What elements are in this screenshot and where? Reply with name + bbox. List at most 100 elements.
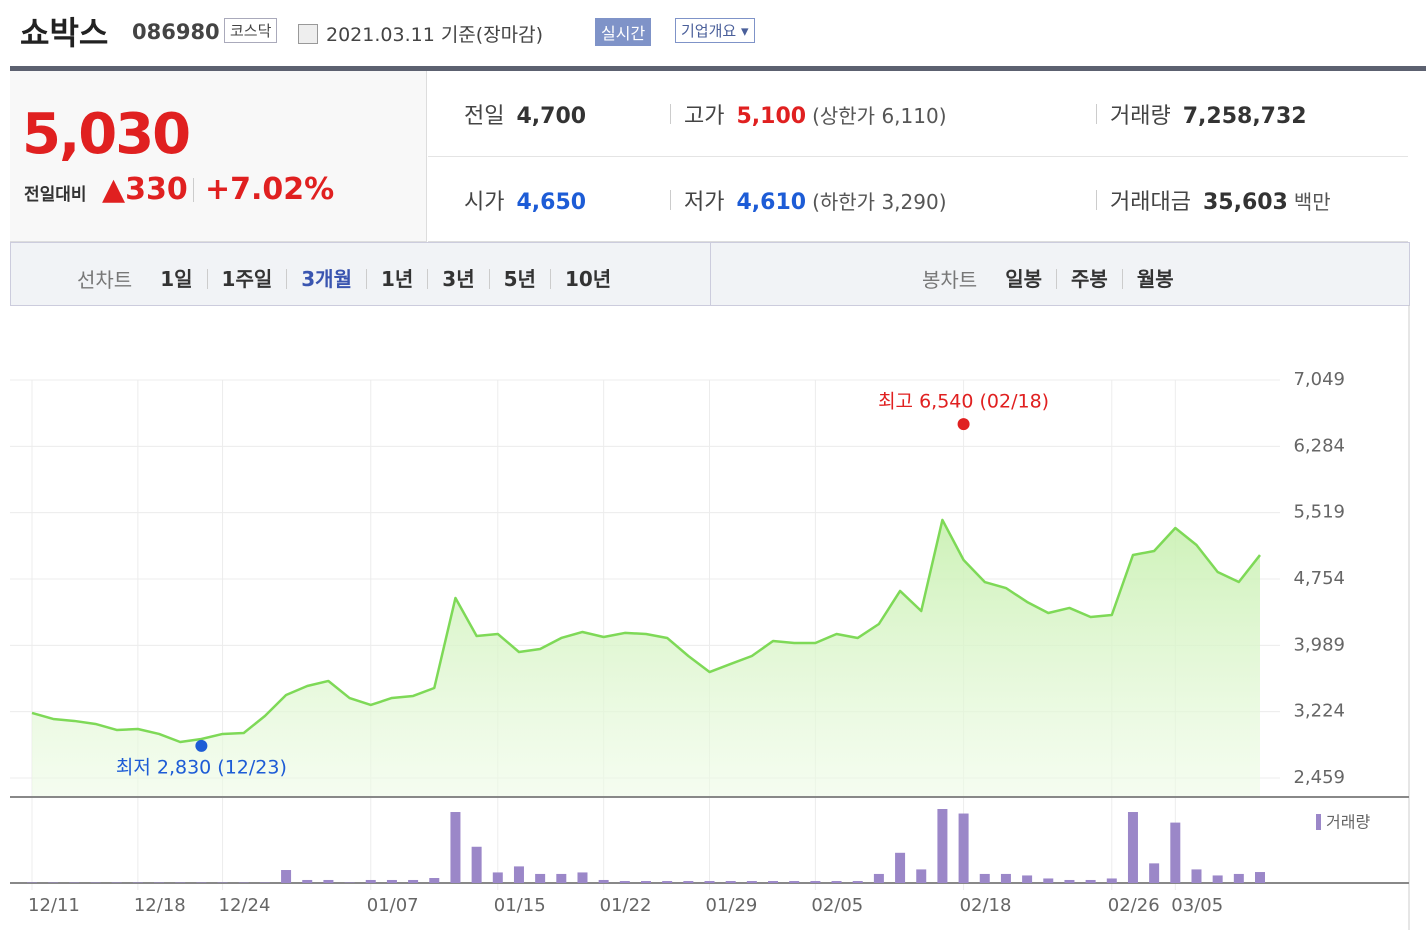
stat: 저가 4,610 (하한가 3,290) <box>684 184 947 216</box>
stat-label: 거래량 <box>1110 104 1171 129</box>
x-tick-label: 01/07 <box>367 895 419 916</box>
volume-bar <box>895 852 906 883</box>
volume-bar <box>323 879 334 883</box>
stat-value: 4,700 <box>516 104 587 129</box>
y-tick-label: 2,459 <box>1293 767 1345 788</box>
y-tick-label: 3,989 <box>1293 634 1345 655</box>
tab[interactable]: 10년 <box>564 266 612 291</box>
volume-bar <box>1233 873 1244 883</box>
stock-name: 쇼박스 <box>20 14 109 52</box>
volume-bar <box>429 878 440 883</box>
tab[interactable]: 월봉 <box>1136 266 1174 291</box>
volume-bar <box>556 873 567 883</box>
tab[interactable]: 1일 <box>146 268 208 289</box>
candle-tabs: 봉차트 일봉 주봉 월봉 <box>922 264 1188 293</box>
stat-divider <box>1096 104 1097 124</box>
volume-bar <box>979 873 990 883</box>
volume-bar <box>386 879 397 883</box>
volume-bar <box>1127 812 1138 883</box>
calendar-icon <box>298 24 318 44</box>
volume-bar <box>1149 863 1160 883</box>
stat-label: 시가 <box>464 190 505 215</box>
company-label: 기업개요 <box>681 22 737 40</box>
stat: 시가 4,650 <box>464 184 586 216</box>
tab[interactable]: 주봉 <box>1057 268 1123 289</box>
stat: 전일 4,700 <box>464 98 586 130</box>
volume-bar <box>1255 872 1265 883</box>
stat: 거래량 7,258,732 <box>1110 98 1307 130</box>
price-area <box>32 519 1260 797</box>
volume-bar <box>619 881 630 883</box>
y-tick-label: 6,284 <box>1293 435 1345 456</box>
stat-label: 전일 <box>464 104 505 129</box>
market-badge: 코스닥 <box>224 18 278 43</box>
x-tick-label: 01/29 <box>706 895 758 916</box>
stat: 고가 5,100 (상한가 6,110) <box>684 98 947 130</box>
row-divider <box>428 241 1408 242</box>
x-tick-label: 03/05 <box>1171 895 1223 916</box>
tab[interactable]: 일봉 <box>991 268 1058 289</box>
low-dot <box>195 739 208 752</box>
x-tick-label: 02/05 <box>811 895 863 916</box>
volume-bar <box>662 881 673 883</box>
price-line <box>31 518 1261 744</box>
x-tick-label: 01/22 <box>600 895 652 916</box>
price: 5,030 <box>22 102 191 167</box>
tab[interactable]: 3개월 <box>287 268 367 289</box>
row-divider <box>428 156 1408 157</box>
change: ▲330 <box>102 172 188 207</box>
y-tick-label: 5,519 <box>1293 502 1345 523</box>
volume-bar <box>1064 879 1075 883</box>
stat-divider <box>670 190 671 210</box>
volume-bar <box>1022 875 1033 883</box>
date: 2021.03.11 기준(장마감) <box>326 24 544 46</box>
volume-bar <box>492 872 503 883</box>
high-dot <box>957 418 970 431</box>
quote-box <box>10 71 427 242</box>
tab[interactable]: 3년 <box>428 268 490 289</box>
volume-bar <box>873 873 884 883</box>
volume-bar <box>471 846 482 883</box>
volume-legend: 거래량 <box>1326 813 1370 832</box>
volume-bar <box>408 879 419 883</box>
volume-bar <box>704 881 715 883</box>
stat-value: 5,100 <box>736 104 807 129</box>
volume-bar <box>746 881 757 883</box>
stat-label: 거래대금 <box>1110 190 1191 215</box>
tab[interactable]: 1주일 <box>208 268 288 289</box>
line-tabs: 선차트 1일 1주일 3개월 1년 3년 5년 10년 <box>77 264 625 293</box>
stat-divider <box>1096 190 1097 210</box>
volume-bar <box>513 866 524 883</box>
x-tick-label: 12/24 <box>219 895 271 916</box>
stat-note: (하한가 3,290) <box>812 190 947 214</box>
volume-bar <box>1000 873 1011 883</box>
volume-bar <box>916 869 927 883</box>
company-button[interactable]: 기업개요 ▾ <box>675 18 755 43</box>
divider <box>193 178 194 202</box>
stat-value: 4,650 <box>516 190 587 215</box>
volume-bar <box>598 879 609 883</box>
stat-divider <box>670 104 671 124</box>
volume-bar <box>535 873 546 883</box>
volume-bar <box>1170 822 1181 883</box>
candle-chart-label: 봉차트 <box>922 268 978 292</box>
x-tick-label: 02/18 <box>960 895 1012 916</box>
tab[interactable]: 5년 <box>490 268 551 289</box>
volume-bar <box>937 809 948 883</box>
volume-bar <box>365 879 376 883</box>
stat-label: 저가 <box>684 190 725 215</box>
stat-value: 7,258,732 <box>1182 104 1307 129</box>
volume-bar <box>725 881 736 883</box>
y-tick-label: 4,754 <box>1293 568 1345 589</box>
volume-bar <box>1085 879 1096 883</box>
volume-bar <box>1106 878 1117 883</box>
volume-bar <box>1043 878 1054 883</box>
realtime-button[interactable]: 실시간 <box>595 18 652 46</box>
change-label: 전일대비 <box>24 185 87 205</box>
tab[interactable]: 1년 <box>367 268 429 289</box>
stock-code: 086980 <box>132 20 220 44</box>
volume-bar <box>789 881 800 883</box>
change-value: 330 <box>125 172 188 207</box>
stat-value: 4,610 <box>736 190 807 215</box>
